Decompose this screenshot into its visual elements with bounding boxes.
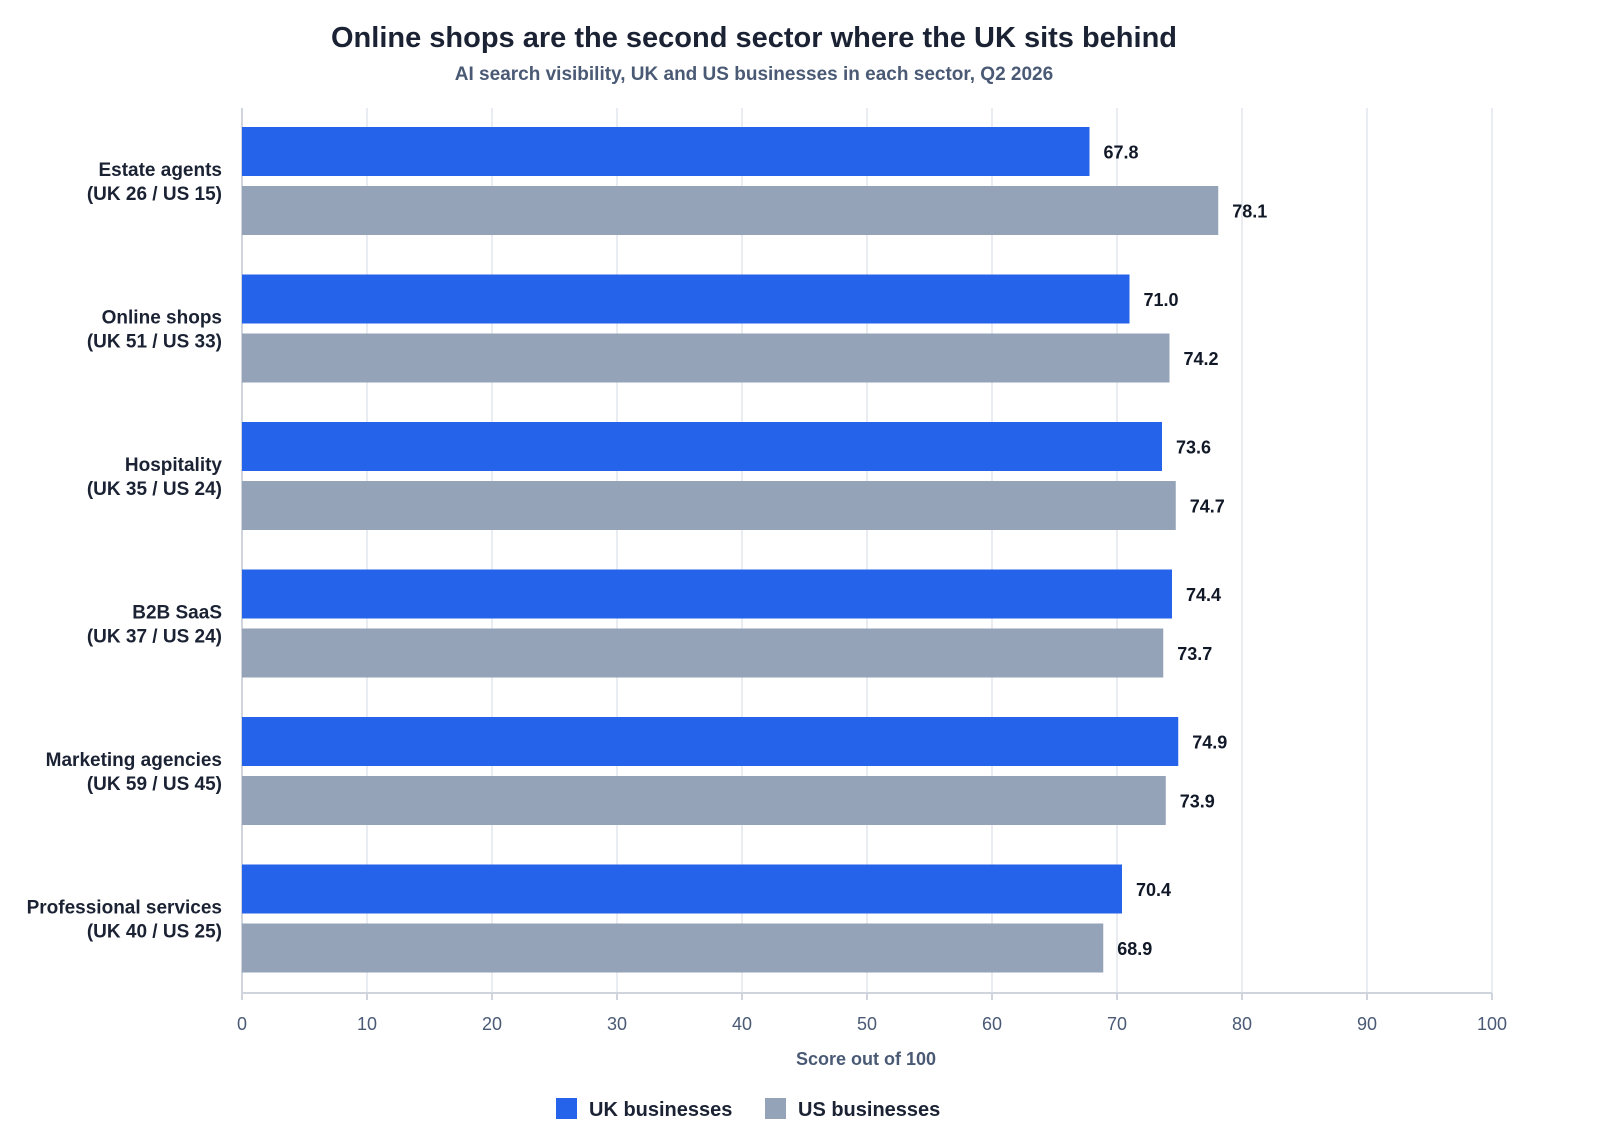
data-label: 70.4 xyxy=(1136,880,1171,900)
bar-uk xyxy=(242,717,1179,766)
category-label: Online shops xyxy=(102,308,222,329)
x-tick-label: 100 xyxy=(1477,1014,1507,1034)
bar-us xyxy=(242,481,1176,530)
data-label: 74.4 xyxy=(1186,585,1221,605)
x-tick-label: 80 xyxy=(1232,1014,1252,1034)
category-label: Marketing agencies xyxy=(46,750,222,771)
category-label: Hospitality xyxy=(125,455,223,476)
category-count-label: (UK 37 / US 24) xyxy=(87,627,222,648)
data-label: 71.0 xyxy=(1144,290,1179,310)
legend: UK businesses US businesses xyxy=(556,1098,940,1121)
bar-uk xyxy=(242,864,1122,914)
category-label: B2B SaaS xyxy=(132,603,222,624)
category-label: Estate agents xyxy=(98,160,222,181)
category-count-label: (UK 40 / US 25) xyxy=(87,922,222,943)
data-label: 74.7 xyxy=(1190,497,1225,517)
gridlines xyxy=(241,108,1493,994)
bars: 67.8 78.1 71.0 74.2 73.6 74.7 74.4 73.7 74.9 73.9… xyxy=(242,127,1267,973)
x-tick-label: 10 xyxy=(357,1014,377,1034)
bar-us xyxy=(242,333,1170,383)
chart-title: Online shops are the second sector where… xyxy=(331,22,1177,54)
category-labels: Estate agents (UK 26 / US 15) Online shops… xyxy=(27,160,223,943)
x-tick-label: 20 xyxy=(482,1014,502,1034)
x-tick-label: 30 xyxy=(607,1014,627,1034)
bar-uk xyxy=(242,422,1162,471)
data-label: 73.7 xyxy=(1177,644,1212,664)
x-axis-ticks: 0 10 20 30 40 50 60 70 80 90 100 xyxy=(237,993,1507,1034)
legend-swatch-us xyxy=(765,1098,786,1119)
category-count-label: (UK 35 / US 24) xyxy=(87,479,222,500)
bar-us xyxy=(242,776,1166,825)
legend-label-us: US businesses xyxy=(798,1099,940,1121)
x-axis-title: Score out of 100 xyxy=(796,1049,936,1069)
data-label: 74.2 xyxy=(1184,349,1219,369)
data-label: 73.6 xyxy=(1176,438,1211,458)
data-label: 73.9 xyxy=(1180,792,1215,812)
data-label: 67.8 xyxy=(1104,143,1139,163)
data-label: 74.9 xyxy=(1192,733,1227,753)
bar-us xyxy=(242,923,1104,973)
category-count-label: (UK 51 / US 33) xyxy=(87,332,222,353)
data-label: 78.1 xyxy=(1232,202,1267,222)
chart-subtitle: AI search visibility, UK and US business… xyxy=(455,64,1053,85)
legend-label-uk: UK businesses xyxy=(589,1099,732,1121)
legend-swatch-uk xyxy=(556,1098,577,1119)
bar-uk xyxy=(242,274,1130,324)
category-label: Professional services xyxy=(27,898,222,919)
x-tick-label: 0 xyxy=(237,1014,247,1034)
x-tick-label: 40 xyxy=(732,1014,752,1034)
bar-us xyxy=(242,628,1164,678)
bar-uk xyxy=(242,127,1090,176)
x-tick-label: 70 xyxy=(1107,1014,1127,1034)
category-count-label: (UK 59 / US 45) xyxy=(87,774,222,795)
x-tick-label: 60 xyxy=(982,1014,1002,1034)
category-count-label: (UK 26 / US 15) xyxy=(87,184,222,205)
bar-uk xyxy=(242,569,1172,619)
data-label: 68.9 xyxy=(1117,939,1152,959)
x-tick-label: 50 xyxy=(857,1014,877,1034)
x-tick-label: 90 xyxy=(1357,1014,1377,1034)
bar-us xyxy=(242,186,1219,235)
